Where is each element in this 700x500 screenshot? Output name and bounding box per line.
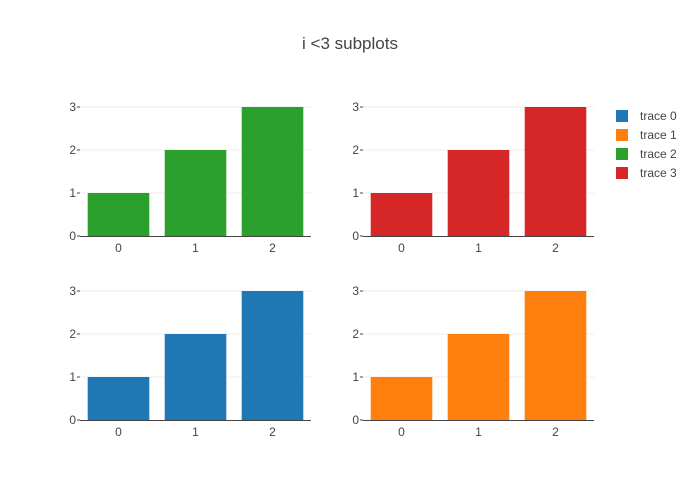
- subplot-bottom-right: 0 1 2 3 0 1 2: [352, 284, 594, 439]
- bar-trace-1-2: [524, 291, 587, 420]
- bar-trace-1-1: [447, 334, 510, 420]
- bar-trace-2-0: [87, 193, 150, 236]
- legend-item-trace-2[interactable]: trace 2: [616, 144, 677, 163]
- bar-trace-2-1: [164, 150, 227, 236]
- legend-label-trace-0: trace 0: [640, 108, 677, 123]
- legend-item-trace-0[interactable]: trace 0: [616, 106, 677, 125]
- x-tick-label: 2: [269, 425, 276, 439]
- x-tick-label: 1: [475, 241, 482, 255]
- y-tick-label: 3: [352, 284, 359, 298]
- y-tick-label: 2: [352, 327, 359, 341]
- x-tick-label: 0: [398, 241, 405, 255]
- bar-trace-2-2: [241, 107, 304, 236]
- y-tick-label: 1: [352, 370, 359, 384]
- legend-swatch-trace-0: [616, 109, 628, 122]
- x-tick-label: 1: [475, 425, 482, 439]
- y-tick-label: 1: [69, 186, 76, 200]
- x-tick-label: 2: [552, 241, 559, 255]
- x-tick-label: 0: [115, 425, 122, 439]
- bar-trace-0-1: [164, 334, 227, 420]
- legend-swatch-trace-1: [616, 128, 628, 141]
- legend-item-trace-1[interactable]: trace 1: [616, 125, 677, 144]
- y-tick-label: 2: [69, 143, 76, 157]
- bar-trace-0-2: [241, 291, 304, 420]
- legend-label-trace-3: trace 3: [640, 165, 677, 180]
- y-tick-label: 3: [352, 100, 359, 114]
- x-tick-label: 2: [552, 425, 559, 439]
- subplot-top-right: 0 1 2 3 0 1 2: [352, 100, 594, 255]
- subplot-top-left: 0 1 2 3 0 1 2: [69, 100, 311, 255]
- x-tick-label: 0: [398, 425, 405, 439]
- legend-swatch-trace-3: [616, 166, 628, 179]
- bar-trace-3-2: [524, 107, 587, 236]
- x-tick-label: 1: [192, 241, 199, 255]
- y-tick-label: 1: [69, 370, 76, 384]
- x-tick-label: 0: [115, 241, 122, 255]
- bar-trace-1-0: [370, 377, 433, 420]
- legend-swatch-trace-2: [616, 147, 628, 160]
- legend-label-trace-2: trace 2: [640, 146, 677, 161]
- y-tick-label: 1: [352, 186, 359, 200]
- x-tick-label: 2: [269, 241, 276, 255]
- chart-title: i <3 subplots: [302, 34, 398, 53]
- y-tick-label: 3: [69, 100, 76, 114]
- y-tick-label: 0: [352, 413, 359, 427]
- bar-trace-3-0: [370, 193, 433, 236]
- y-tick-label: 0: [69, 229, 76, 243]
- y-tick-label: 0: [69, 413, 76, 427]
- legend-label-trace-1: trace 1: [640, 127, 677, 142]
- legend: trace 0 trace 1 trace 2 trace 3: [616, 106, 677, 182]
- y-tick-label: 2: [69, 327, 76, 341]
- bar-trace-3-1: [447, 150, 510, 236]
- legend-item-trace-3[interactable]: trace 3: [616, 163, 677, 182]
- y-tick-label: 3: [69, 284, 76, 298]
- x-tick-label: 1: [192, 425, 199, 439]
- y-tick-label: 2: [352, 143, 359, 157]
- subplot-bottom-left: 0 1 2 3 0 1 2: [69, 284, 311, 439]
- y-tick-label: 0: [352, 229, 359, 243]
- bar-trace-0-0: [87, 377, 150, 420]
